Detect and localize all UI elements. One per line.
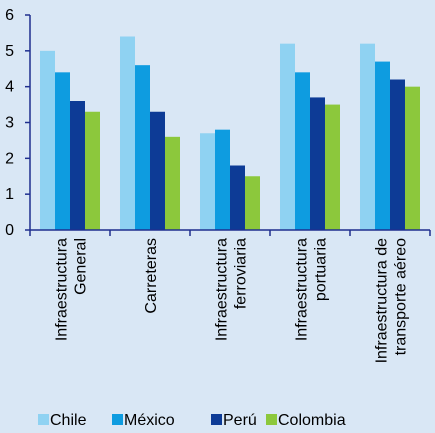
axes-group: 0 1 2 3 4 5 6 [5, 7, 431, 239]
bar-chile-3 [280, 43, 295, 230]
bar-m-xico-4 [375, 61, 390, 230]
y-tick-label: 4 [5, 79, 14, 96]
legend-label: Chile [50, 412, 87, 429]
bar-m-xico-0 [55, 72, 70, 230]
bar-chile-4 [360, 43, 375, 230]
y-tick-label: 2 [5, 150, 14, 167]
x-category-label: Infraestructura [294, 238, 311, 341]
legend-item-m-xico: México [112, 412, 175, 429]
y-tick-label: 5 [5, 43, 14, 60]
x-category-label: ferroviaria [233, 238, 250, 309]
bar-per--2 [230, 165, 245, 230]
bar-per--3 [310, 97, 325, 230]
bar-chile-1 [120, 36, 135, 230]
bar-chile-0 [40, 50, 55, 230]
bar-colombia-4 [405, 86, 420, 230]
bar-per--1 [150, 111, 165, 230]
legend-item-colombia: Colombia [266, 412, 346, 429]
bars-group [40, 36, 420, 230]
legend-item-chile: Chile [38, 412, 87, 429]
x-category-label: transporte aéreo [393, 238, 410, 356]
legend-label: Perú [223, 412, 257, 429]
bar-colombia-0 [85, 111, 100, 230]
bar-per--0 [70, 101, 85, 230]
legend-label: Colombia [278, 412, 346, 429]
x-category-label: General [73, 238, 90, 295]
legend-item-per-: Perú [211, 412, 257, 429]
x-category-label: Infraestructura [214, 238, 231, 341]
x-category-label: Infraestructura de [374, 238, 391, 364]
y-tick-label: 3 [5, 115, 14, 132]
x-category-label: portuaria [313, 238, 330, 301]
bar-chile-2 [200, 133, 215, 230]
bar-m-xico-2 [215, 129, 230, 230]
x-category-label: Carreteras [143, 238, 160, 314]
bar-m-xico-1 [135, 65, 150, 230]
bar-colombia-1 [165, 136, 180, 230]
x-category-label: Infraestructura [54, 238, 71, 341]
y-tick-label: 6 [5, 7, 14, 24]
bar-m-xico-3 [295, 72, 310, 230]
legend-swatch [266, 414, 277, 425]
legend-swatch [211, 414, 222, 425]
labels-group: Infraestructura General Carreteras Infraest… [54, 238, 410, 364]
y-tick-label: 0 [5, 222, 14, 239]
bar-colombia-2 [245, 176, 260, 230]
legend: Chile México Perú Colombia [38, 412, 346, 429]
legend-swatch [38, 414, 49, 425]
y-tick-label: 1 [5, 186, 14, 203]
bar-per--4 [390, 79, 405, 230]
legend-label: México [124, 412, 175, 429]
legend-swatch [112, 414, 123, 425]
bar-colombia-3 [325, 104, 340, 230]
